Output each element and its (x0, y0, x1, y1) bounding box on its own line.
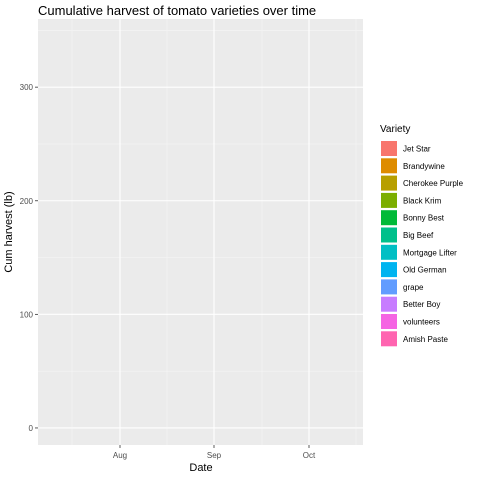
legend-label: Bonny Best (403, 214, 445, 223)
legend-item: Black Krim (381, 192, 442, 208)
legend-label: Mortgage Lifter (403, 248, 457, 257)
legend-swatch (381, 296, 397, 312)
legend-label: volunteers (403, 318, 440, 327)
y-tick-label: 300 (20, 83, 34, 92)
x-tick-label: Sep (207, 451, 222, 460)
legend-label: Jet Star (403, 145, 431, 154)
legend-items: Jet Star Brandywine Cherokee Purple Black K… (381, 141, 464, 347)
y-axis-ticks: 0 100 200 300 (20, 83, 38, 433)
legend-item: Bonny Best (381, 210, 445, 226)
legend-swatch (381, 314, 397, 329)
legend-swatch (381, 244, 397, 260)
legend-swatch (381, 227, 397, 243)
x-axis-label: Date (189, 462, 212, 474)
plot-panel (38, 19, 363, 445)
legend-item: Amish Paste (381, 331, 448, 347)
legend-title: Variety (380, 124, 410, 135)
legend-item: grape (381, 279, 424, 295)
legend-label: Better Boy (403, 300, 440, 309)
y-tick-label: 0 (29, 424, 34, 433)
legend-item: Jet Star (381, 141, 431, 156)
legend-label: grape (403, 283, 424, 292)
major-gridlines (38, 19, 363, 445)
legend-item: Better Boy (381, 296, 440, 312)
legend-swatch (381, 192, 397, 208)
legend-label: Brandywine (403, 162, 445, 171)
legend-swatch (381, 331, 397, 347)
legend-swatch (381, 158, 397, 174)
x-tick-label: Oct (303, 451, 316, 460)
y-axis-label: Cum harvest (lb) (3, 191, 15, 272)
chart-title: Cumulative harvest of tomato varieties o… (38, 3, 316, 18)
x-axis-ticks: Aug Sep Oct (113, 445, 316, 460)
legend-label: Amish Paste (403, 335, 448, 344)
legend-item: volunteers (381, 314, 440, 329)
legend-item: Brandywine (381, 158, 445, 174)
legend-item: Old German (381, 262, 447, 278)
legend-label: Big Beef (403, 231, 434, 240)
y-tick-label: 200 (20, 197, 34, 206)
legend-swatch (381, 262, 397, 278)
legend-swatch (381, 175, 397, 191)
x-tick-label: Aug (113, 451, 127, 460)
legend-item: Cherokee Purple (381, 175, 464, 191)
minor-gridlines (38, 19, 363, 445)
legend-item: Mortgage Lifter (381, 244, 457, 260)
legend-label: Black Krim (403, 196, 442, 205)
legend-label: Old German (403, 266, 447, 275)
legend-label: Cherokee Purple (403, 179, 464, 188)
legend-swatch (381, 141, 397, 156)
legend-swatch (381, 210, 397, 226)
legend-swatch (381, 279, 397, 295)
legend-item: Big Beef (381, 227, 434, 243)
legend: Variety Jet Star Brandywine Cherokee Purpl… (380, 124, 464, 347)
y-tick-label: 100 (20, 310, 34, 319)
